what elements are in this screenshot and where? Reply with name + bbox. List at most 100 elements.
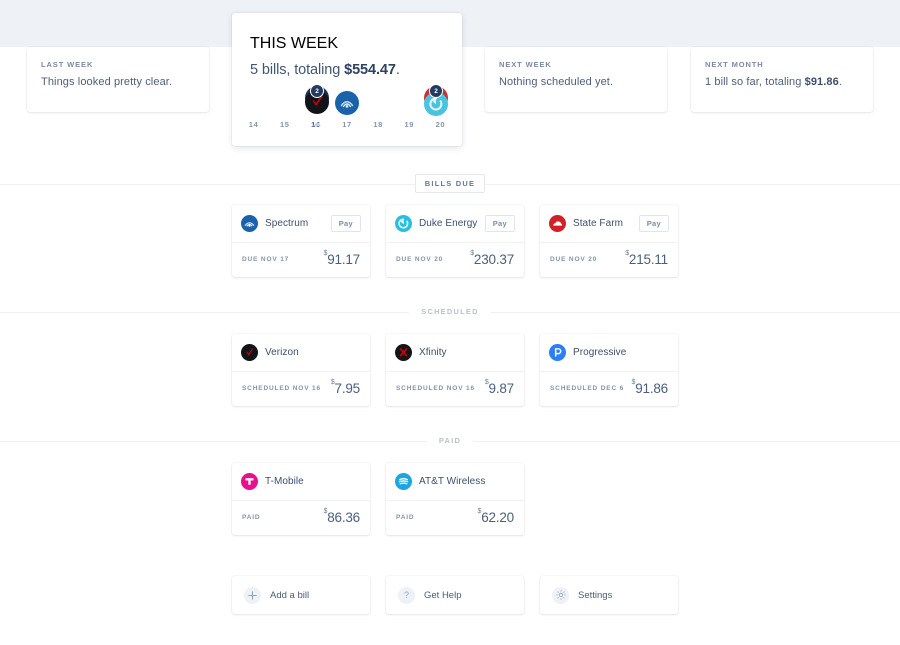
action-add-a-bill[interactable]: Add a bill	[232, 576, 370, 614]
currency-symbol: $	[323, 249, 328, 257]
spectrum-logo-icon	[241, 215, 258, 232]
action-label: Add a bill	[270, 589, 310, 601]
bill-card-footer: SCHEDULED DEC 6 $91.86	[540, 372, 678, 405]
timeline-active-caret	[313, 122, 321, 126]
currency-symbol: $	[484, 378, 489, 386]
summary-kicker-next-week: NEXT WEEK	[499, 60, 552, 69]
bill-name: Progressive	[573, 347, 627, 358]
bill-card-header: Spectrum Pay	[232, 205, 370, 243]
timeline-day-label[interactable]: 18	[373, 120, 383, 129]
summary-text-next-week: Nothing scheduled yet.	[499, 76, 614, 88]
amount-value: 230.37	[473, 252, 514, 267]
summary-amount-this-week: $554.47	[344, 62, 396, 78]
bill-card-header: Progressive	[540, 334, 678, 372]
summary-text-post-this-week: .	[395, 62, 400, 78]
question-icon: ?	[398, 586, 415, 604]
summary-card-next-month[interactable]: NEXT MONTH 1 bill so far, totaling $91.8…	[691, 47, 873, 112]
pay-button[interactable]: Pay	[330, 215, 361, 232]
bill-amount: $91.17	[323, 249, 361, 267]
gear-icon	[552, 586, 569, 604]
bill-name: T-Mobile	[265, 476, 304, 487]
bill-card-footer: DUE NOV 17 $91.17	[232, 243, 370, 276]
summary-kicker-next-month: NEXT MONTH	[705, 60, 764, 69]
bill-card-header: AT&T Wireless	[386, 463, 524, 501]
pay-button[interactable]: Pay	[638, 215, 669, 232]
bill-card-header: Verizon	[232, 334, 370, 372]
bill-card-t-mobile[interactable]: T-Mobile PAID $86.36	[232, 463, 370, 535]
amount-value: 7.95	[334, 381, 361, 396]
pay-button[interactable]: Pay	[484, 215, 515, 232]
bill-card-header: Xfinity	[386, 334, 524, 372]
currency-symbol: $	[323, 507, 328, 515]
currency-symbol: $	[625, 249, 629, 257]
amount-value: 215.11	[628, 252, 668, 267]
amount-value: 62.20	[481, 510, 514, 525]
summary-kicker-this-week: THIS WEEK	[250, 35, 339, 52]
summary-amount-next-month: $91.86	[804, 76, 839, 88]
bill-name: Spectrum	[265, 218, 309, 229]
currency-symbol: $	[631, 378, 636, 386]
amount-value: 86.36	[327, 510, 360, 525]
att-logo-icon	[395, 473, 412, 490]
bill-card-duke-energy[interactable]: Duke Energy Pay DUE NOV 20 $230.37	[386, 205, 524, 277]
section-label-paid: PAID	[426, 436, 474, 445]
timeline-marker-17[interactable]	[332, 86, 362, 120]
bill-card-footer: DUE NOV 20 $230.37	[386, 243, 524, 276]
timeline-day-label[interactable]: 14	[248, 120, 259, 129]
bill-card-footer: PAID $86.36	[232, 501, 370, 534]
action-get-help[interactable]: ? Get Help	[386, 576, 524, 614]
bill-status: SCHEDULED NOV 16	[396, 385, 475, 392]
currency-symbol: $	[477, 507, 482, 515]
bill-card-progressive[interactable]: Progressive SCHEDULED DEC 6 $91.86	[540, 334, 678, 406]
timeline-marker-20[interactable]: 2	[421, 84, 451, 120]
bill-name: Xfinity	[419, 347, 447, 358]
bill-card-footer: DUE NOV 20 $215.11	[540, 243, 678, 276]
duke-energy-logo-icon	[395, 215, 412, 232]
bill-amount: $62.20	[477, 507, 515, 525]
bill-status: SCHEDULED NOV 16	[242, 385, 321, 392]
timeline-badge-16: 2	[310, 84, 324, 98]
section-header-bills-due: BILLS DUE	[0, 174, 900, 193]
timeline-marker-16[interactable]: 2	[302, 84, 332, 126]
bill-status: SCHEDULED DEC 6	[550, 385, 625, 392]
bill-amount: $7.95	[331, 379, 361, 396]
summary-text-post-next-month: .	[838, 76, 843, 88]
bill-card-att-wireless[interactable]: AT&T Wireless PAID $62.20	[386, 463, 524, 535]
bill-status: DUE NOV 20	[550, 256, 598, 263]
section-label-bills-due: BILLS DUE	[414, 174, 486, 193]
bill-name: State Farm	[573, 218, 623, 229]
bill-card-spectrum[interactable]: Spectrum Pay DUE NOV 17 $91.17	[232, 205, 370, 277]
summary-text-last-week: Things looked pretty clear.	[41, 76, 173, 88]
summary-text-next-month: 1 bill so far, totaling	[705, 76, 805, 88]
avatar-stack-20: 2	[421, 84, 451, 116]
summary-kicker-last-week: LAST WEEK	[41, 60, 94, 69]
timeline-day-labels: 14 15 16 17 18 19 20	[232, 120, 462, 129]
bill-amount: $230.37	[470, 250, 514, 267]
bill-card-xfinity[interactable]: Xfinity SCHEDULED NOV 16 $9.87	[386, 334, 524, 406]
spectrum-logo-icon	[335, 91, 359, 115]
amount-value: 91.86	[635, 381, 668, 396]
action-settings[interactable]: Settings	[540, 576, 678, 614]
bill-card-header: T-Mobile	[232, 463, 370, 501]
action-label: Get Help	[424, 589, 462, 601]
timeline-day-label[interactable]: 15	[279, 120, 290, 129]
duke-energy-logo-icon	[424, 92, 448, 116]
summary-card-next-week[interactable]: NEXT WEEK Nothing scheduled yet.	[485, 47, 667, 112]
bill-status: DUE NOV 20	[396, 256, 444, 263]
bill-name: Verizon	[265, 347, 299, 358]
progressive-logo-icon	[549, 344, 566, 361]
bill-card-state-farm[interactable]: State Farm Pay DUE NOV 20 $215.11	[540, 205, 678, 277]
summary-card-this-week[interactable]: THIS WEEK 5 bills, totaling $554.47.	[232, 13, 462, 146]
timeline-day-label[interactable]: 20	[435, 120, 446, 129]
plus-icon	[244, 586, 261, 604]
t-mobile-logo-icon	[241, 473, 258, 490]
bill-amount: $9.87	[484, 378, 514, 396]
amount-value: 91.17	[327, 252, 360, 267]
bill-card-footer: PAID $62.20	[386, 501, 524, 534]
bill-card-footer: SCHEDULED NOV 16 $7.95	[232, 372, 370, 405]
timeline-day-label[interactable]: 17	[342, 120, 352, 129]
bill-card-verizon[interactable]: Verizon SCHEDULED NOV 16 $7.95	[232, 334, 370, 406]
summary-card-last-week[interactable]: LAST WEEK Things looked pretty clear.	[27, 47, 209, 112]
timeline-badge-20: 2	[429, 84, 443, 98]
timeline-day-label[interactable]: 19	[404, 120, 415, 129]
